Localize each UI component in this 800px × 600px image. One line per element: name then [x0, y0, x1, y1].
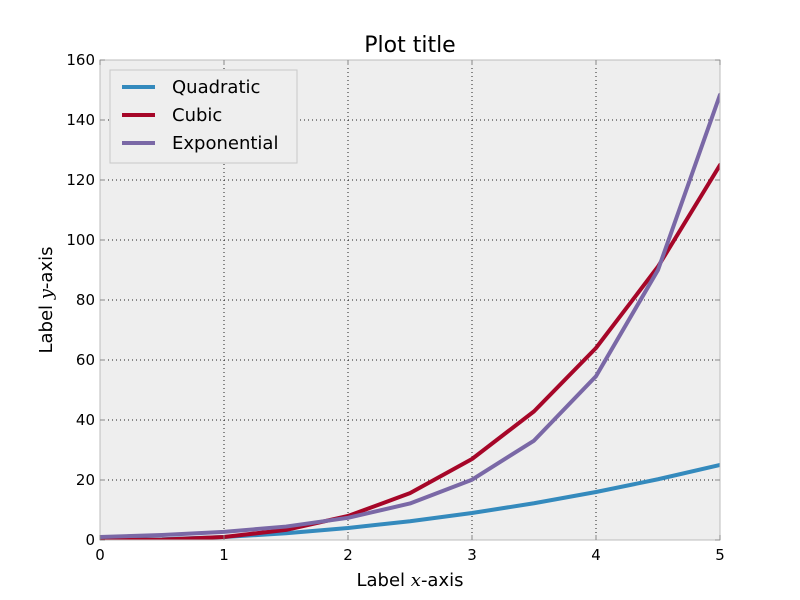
x-tick-label: 5	[715, 546, 725, 564]
x-axis-label-variable: x	[411, 570, 421, 591]
y-axis-label-prefix: Label	[36, 299, 57, 353]
legend: Quadratic Cubic Exponential	[109, 69, 298, 164]
y-tick-label: 120	[66, 171, 95, 189]
x-tick-label: 2	[343, 546, 353, 564]
legend-label-cubic: Cubic	[172, 105, 222, 126]
x-axis-label-prefix: Label	[357, 570, 411, 591]
y-tick-label: 40	[76, 411, 95, 429]
y-tick-label: 100	[66, 231, 95, 249]
y-axis-label: Label y-axis	[36, 246, 57, 353]
y-tick-label: 140	[66, 111, 95, 129]
y-tick-label: 0	[85, 531, 95, 549]
y-tick-label: 60	[76, 351, 95, 369]
legend-label-quadratic: Quadratic	[172, 77, 260, 98]
y-tick-label: 20	[76, 471, 95, 489]
series-line-cubic	[100, 163, 720, 540]
y-tick-labels: 0 20 40 60 80 100 120 140 160	[66, 51, 95, 549]
y-tick-label: 160	[66, 51, 95, 69]
x-tick-label: 0	[95, 546, 105, 564]
y-tick-label: 80	[76, 291, 95, 309]
x-axis-label-suffix: -axis	[421, 570, 464, 591]
x-tick-label: 3	[467, 546, 477, 564]
x-tick-label: 4	[591, 546, 601, 564]
x-axis-label: Label x-axis	[357, 570, 464, 591]
axis-ticks	[99, 59, 721, 541]
x-tick-labels: 0 1 2 3 4 5	[95, 546, 725, 564]
x-tick-label: 1	[219, 546, 229, 564]
chart-title: Plot title	[364, 33, 455, 58]
y-axis-label-suffix: -axis	[36, 246, 57, 289]
series-line-exponential	[100, 92, 720, 539]
y-axis-label-variable: y	[36, 288, 57, 300]
legend-label-exponential: Exponential	[172, 133, 278, 154]
series-layer	[100, 92, 720, 540]
